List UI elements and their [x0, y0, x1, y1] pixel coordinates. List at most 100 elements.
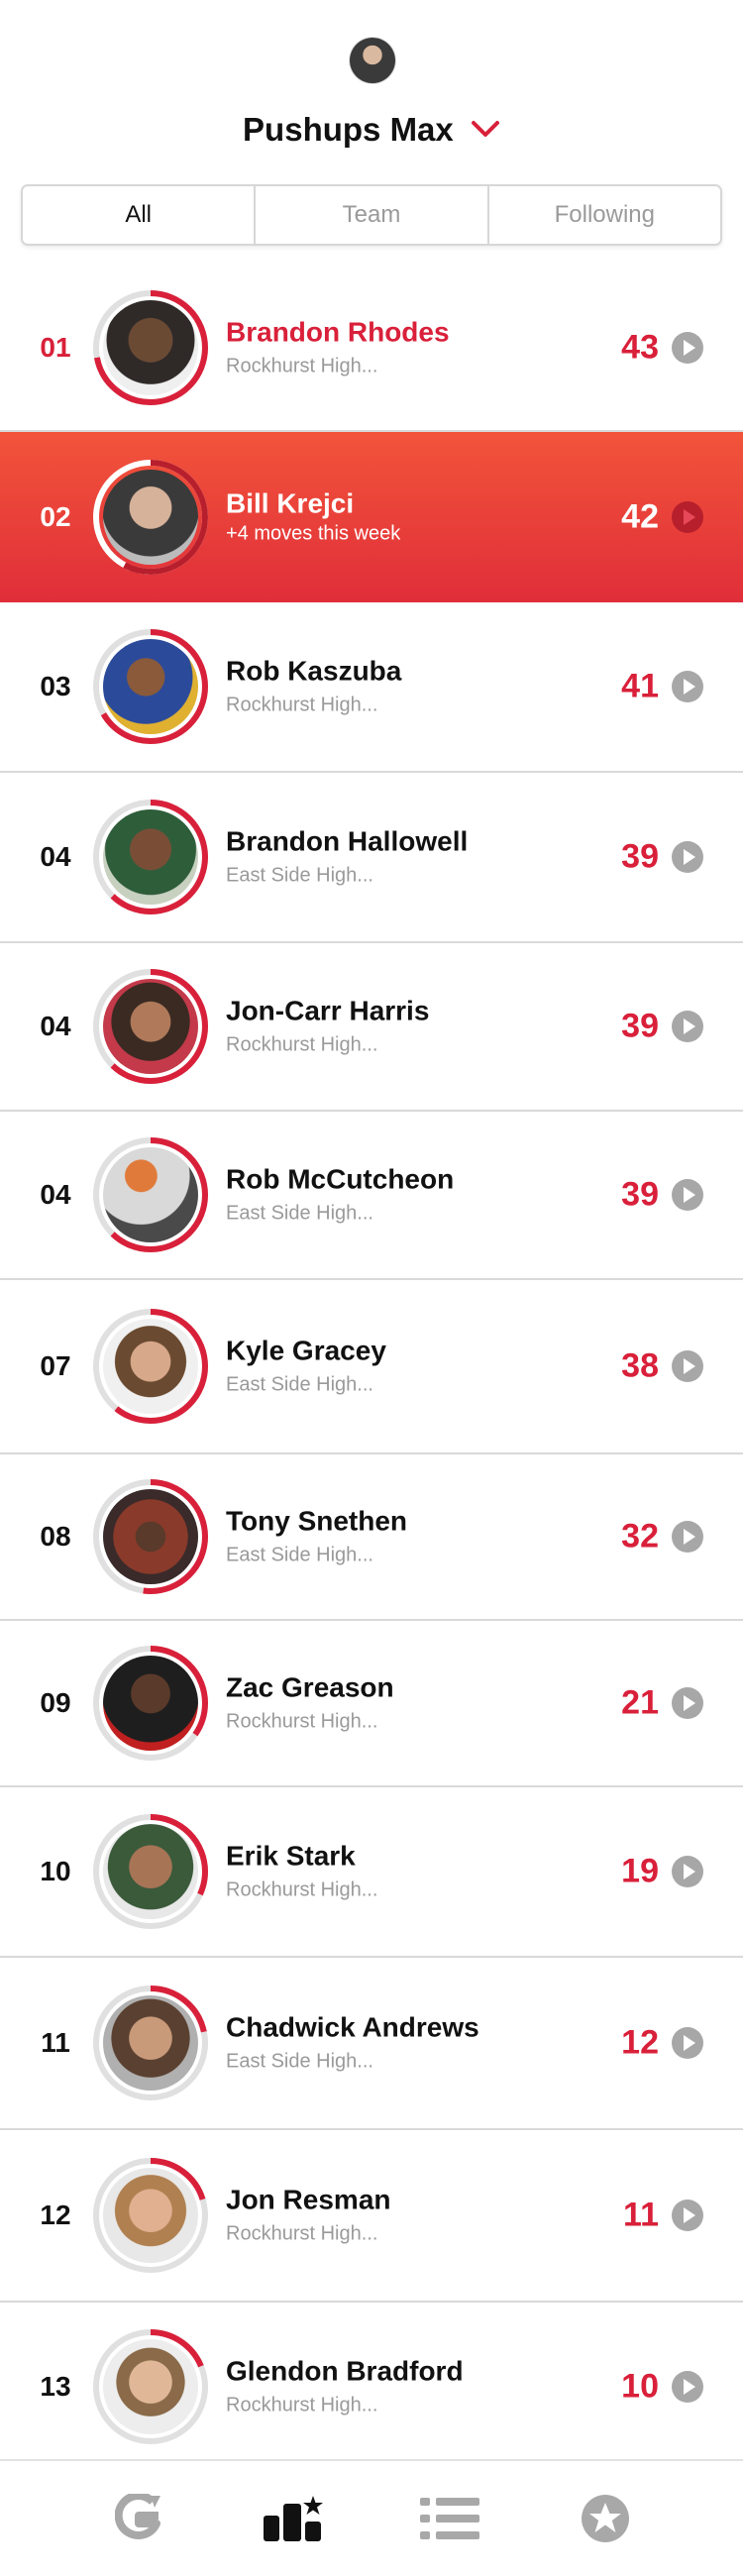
athlete-name: Jon Resman: [226, 2184, 391, 2215]
leaderboard-icon[interactable]: [262, 2487, 325, 2550]
leaderboard-row[interactable]: 10 Erik Stark Rockhurst High... 19: [0, 1787, 743, 1958]
rank: 07: [40, 1350, 71, 1381]
rank: 04: [40, 1011, 71, 1041]
leaderboard-row[interactable]: 13 Glendon Bradford Rockhurst High... 10: [0, 2303, 743, 2471]
play-icon[interactable]: [672, 1521, 703, 1553]
star-icon[interactable]: [574, 2487, 637, 2550]
score: 19: [621, 1852, 659, 1890]
tab-following[interactable]: Following: [554, 201, 656, 228]
play-icon[interactable]: [672, 332, 703, 364]
rank: 12: [40, 2200, 71, 2230]
avatar: [91, 627, 210, 746]
athlete-name: Zac Greason: [226, 1671, 394, 1703]
leaderboard-list: 01 Brandon Rhodes Rockhurst High... 43 0…: [0, 266, 743, 2471]
athlete-school: East Side High...: [226, 1373, 373, 1396]
play-icon[interactable]: [672, 841, 703, 873]
athlete-name: Kyle Gracey: [226, 1335, 386, 1366]
leaderboard-row[interactable]: 04 Brandon Hallowell East Side High... 3…: [0, 773, 743, 943]
leaderboard-row[interactable]: 08 Tony Snethen East Side High... 32: [0, 1454, 743, 1621]
leaderboard-row[interactable]: 11 Chadwick Andrews East Side High... 12: [0, 1958, 743, 2130]
athlete-name: Erik Stark: [226, 1840, 356, 1872]
score: 21: [621, 1683, 659, 1722]
athlete-school: East Side High...: [226, 1202, 373, 1225]
moves-this-week: +4 moves this week: [226, 522, 401, 545]
athlete-school: Rockhurst High...: [226, 2394, 378, 2416]
rank: 10: [40, 1856, 71, 1886]
athlete-school: Rockhurst High...: [226, 2222, 378, 2245]
tab-team[interactable]: Team: [256, 186, 489, 244]
avatar: [91, 1812, 210, 1931]
athlete-name: Bill Krejci: [226, 487, 355, 519]
rank: 13: [40, 2371, 71, 2402]
avatar: [91, 967, 210, 1086]
rank: 11: [41, 2027, 70, 2058]
chevron-down-icon: [471, 121, 499, 138]
rank: 08: [40, 1521, 71, 1552]
avatar: [91, 1644, 210, 1763]
score: 39: [621, 1007, 659, 1045]
score: 39: [621, 837, 659, 876]
athlete-school: East Side High...: [226, 864, 373, 887]
athlete-school: East Side High...: [226, 1544, 373, 1566]
leaderboard-row[interactable]: 12 Jon Resman Rockhurst High... 11: [0, 2130, 743, 2303]
score: 32: [621, 1517, 659, 1556]
athlete-school: Rockhurst High...: [226, 1710, 378, 1733]
avatar: [91, 798, 210, 916]
rank: 04: [40, 1179, 71, 1210]
play-icon[interactable]: [672, 501, 703, 533]
score: 12: [621, 2023, 659, 2062]
athlete-name: Chadwick Andrews: [226, 2011, 479, 2043]
avatar: [91, 1135, 210, 1254]
rank: 01: [40, 332, 71, 363]
leaderboard-row[interactable]: 07 Kyle Gracey East Side High... 38: [0, 1280, 743, 1454]
metric-selector[interactable]: Pushups Max: [0, 111, 743, 149]
list-icon[interactable]: [418, 2487, 481, 2550]
leaderboard-row[interactable]: 01 Brandon Rhodes Rockhurst High... 43: [0, 266, 743, 432]
play-icon[interactable]: [672, 1179, 703, 1211]
leaderboard-row[interactable]: 04 Rob McCutcheon East Side High... 39: [0, 1112, 743, 1280]
athlete-name: Brandon Hallowell: [226, 825, 469, 857]
athlete-school: Rockhurst High...: [226, 694, 378, 716]
athlete-name: Jon-Carr Harris: [226, 995, 430, 1026]
play-icon[interactable]: [672, 1856, 703, 1887]
athlete-school: East Side High...: [226, 2050, 373, 2073]
tab-all[interactable]: All: [23, 186, 257, 244]
rank: 03: [40, 671, 71, 701]
rank: 02: [40, 501, 71, 532]
athlete-name: Tony Snethen: [226, 1505, 408, 1537]
play-icon[interactable]: [672, 1687, 703, 1719]
rank: 09: [40, 1687, 71, 1718]
avatar: [91, 1477, 210, 1596]
athlete-name: Rob Kaszuba: [226, 655, 402, 687]
leaderboard-row[interactable]: 04 Jon-Carr Harris Rockhurst High... 39: [0, 943, 743, 1112]
score: 11: [623, 2196, 659, 2234]
avatar: [91, 2327, 210, 2446]
athlete-name: Brandon Rhodes: [226, 316, 450, 348]
play-icon[interactable]: [672, 2371, 703, 2403]
athlete-name: Glendon Bradford: [226, 2355, 464, 2387]
athlete-name: Rob McCutcheon: [226, 1163, 455, 1195]
score: 38: [621, 1346, 659, 1385]
gatorade-g-icon[interactable]: [106, 2487, 169, 2550]
athlete-school: Rockhurst High...: [226, 1878, 378, 1901]
score: 42: [621, 497, 659, 536]
avatar: [91, 288, 210, 407]
score: 43: [621, 328, 659, 367]
score: 41: [621, 667, 659, 705]
leaderboard-row[interactable]: 09 Zac Greason Rockhurst High... 21: [0, 1621, 743, 1787]
play-icon[interactable]: [672, 2200, 703, 2231]
play-icon[interactable]: [672, 2027, 703, 2059]
athlete-school: Rockhurst High...: [226, 1033, 378, 1056]
play-icon[interactable]: [672, 1011, 703, 1042]
score: 10: [621, 2367, 659, 2406]
leaderboard-row[interactable]: 03 Rob Kaszuba Rockhurst High... 41: [0, 602, 743, 773]
filter-tabs: All Team Following: [21, 184, 722, 246]
profile-avatar[interactable]: [350, 38, 395, 83]
leaderboard-row-current-user[interactable]: 02 Bill Krejci +4 moves this week 42: [0, 432, 743, 602]
rank: 04: [40, 841, 71, 872]
athlete-school: Rockhurst High...: [226, 355, 378, 377]
play-icon[interactable]: [672, 671, 703, 702]
avatar: [91, 458, 210, 577]
play-icon[interactable]: [672, 1350, 703, 1382]
avatar: [91, 1307, 210, 1426]
